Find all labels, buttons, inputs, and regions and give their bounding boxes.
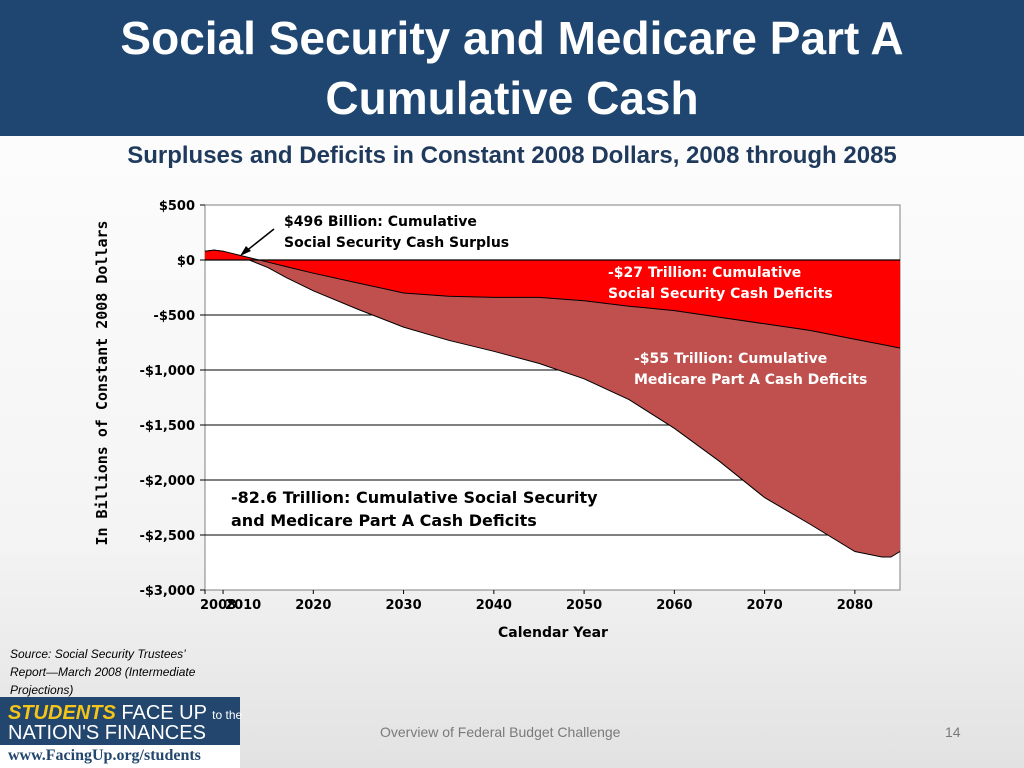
y-tick-label: -$2,500 (139, 529, 195, 544)
annotation-surplus-line-2: Social Security Cash Surplus (284, 235, 509, 251)
x-tick-label: 2080 (837, 598, 873, 613)
logo-banner (0, 697, 240, 745)
x-tick-label: 2010 (225, 598, 261, 613)
chart-subtitle: Surpluses and Deficits in Constant 2008 … (127, 142, 897, 169)
source-line-1: Source: Social Security Trustees’ (10, 647, 186, 661)
slide-title-line-2: Cumulative Cash (325, 72, 699, 124)
annotation-total-deficit-line-2: and Medicare Part A Cash Deficits (231, 511, 537, 530)
annotation-arrow (240, 228, 275, 256)
annotation-medicare-deficit: -$55 Trillion: Cumulative Medicare Part … (634, 351, 867, 388)
total-cumulative-line (204, 249, 901, 558)
y-tick-label: -$1,000 (139, 364, 195, 379)
logo-line-1: STUDENTS FACE UP to the (8, 702, 242, 725)
y-tick-label: -$2,000 (139, 474, 195, 489)
social-security-line (204, 249, 901, 349)
annotation-ss-deficit: -$27 Trillion: Cumulative Social Securit… (608, 265, 833, 302)
annotation-total-deficit-line-1: -82.6 Trillion: Cumulative Social Securi… (231, 488, 598, 507)
logo-students: STUDENTS (8, 702, 116, 724)
y-axis-label: In Billions of Constant 2008 Dollars (93, 220, 111, 545)
social-security-area (205, 250, 900, 348)
y-axis-ticks: $500 $0 -$500 -$1,000 -$1,500 -$2,000 -$2,500 -… (139, 199, 205, 599)
x-tick-label: 2020 (295, 598, 331, 613)
annotation-total-deficit: -82.6 Trillion: Cumulative Social Securi… (231, 488, 598, 530)
slide-title: Social Security and Medicare Part A Cumu… (0, 8, 1024, 128)
slide-title-line-1: Social Security and Medicare Part A (120, 12, 904, 64)
annotation-medicare-deficit-line-2: Medicare Part A Cash Deficits (634, 372, 867, 388)
x-tick-label: 2070 (747, 598, 783, 613)
annotation-medicare-deficit-line-1: -$55 Trillion: Cumulative (634, 351, 827, 367)
annotation-surplus-line-1: $496 Billion: Cumulative (284, 214, 477, 230)
source-line-3: Projections) (10, 683, 74, 697)
source-note: Source: Social Security Trustees’ Report… (10, 645, 240, 699)
x-tick-label: 2060 (656, 598, 692, 613)
annotation-ss-deficit-line-1: -$27 Trillion: Cumulative (608, 265, 801, 281)
page-number: 14 (945, 724, 961, 740)
logo-face-up: FACE UP (121, 702, 207, 724)
x-tick-label: 2008 (200, 598, 236, 613)
x-axis-label: Calendar Year (498, 625, 608, 641)
source-line-2: Report—March 2008 (Intermediate (10, 665, 196, 679)
chart-areas (204, 249, 901, 558)
logo-to-the: to the (212, 708, 243, 722)
medicare-deficit-area (205, 250, 900, 557)
x-tick-label: 2050 (566, 598, 602, 613)
logo-url[interactable]: www.FacingUp.org/students (8, 747, 201, 764)
slide-footer: Overview of Federal Budget Challenge (380, 724, 621, 740)
annotation-surplus: $496 Billion: Cumulative Social Security… (284, 214, 509, 251)
title-bar (0, 0, 1024, 136)
y-tick-label: -$3,000 (139, 584, 195, 599)
x-tick-label: 2040 (476, 598, 512, 613)
y-tick-label: $500 (159, 199, 195, 214)
logo-nations-finances: NATION'S FINANCES (8, 722, 206, 744)
students-face-up-logo[interactable]: STUDENTS FACE UP to the NATION'S FINANCE… (0, 697, 242, 768)
annotation-ss-deficit-line-2: Social Security Cash Deficits (608, 286, 833, 302)
x-tick-label: 2030 (385, 598, 421, 613)
y-tick-label: -$1,500 (139, 419, 195, 434)
y-tick-label: $0 (177, 254, 195, 269)
y-tick-label: -$500 (153, 309, 195, 324)
